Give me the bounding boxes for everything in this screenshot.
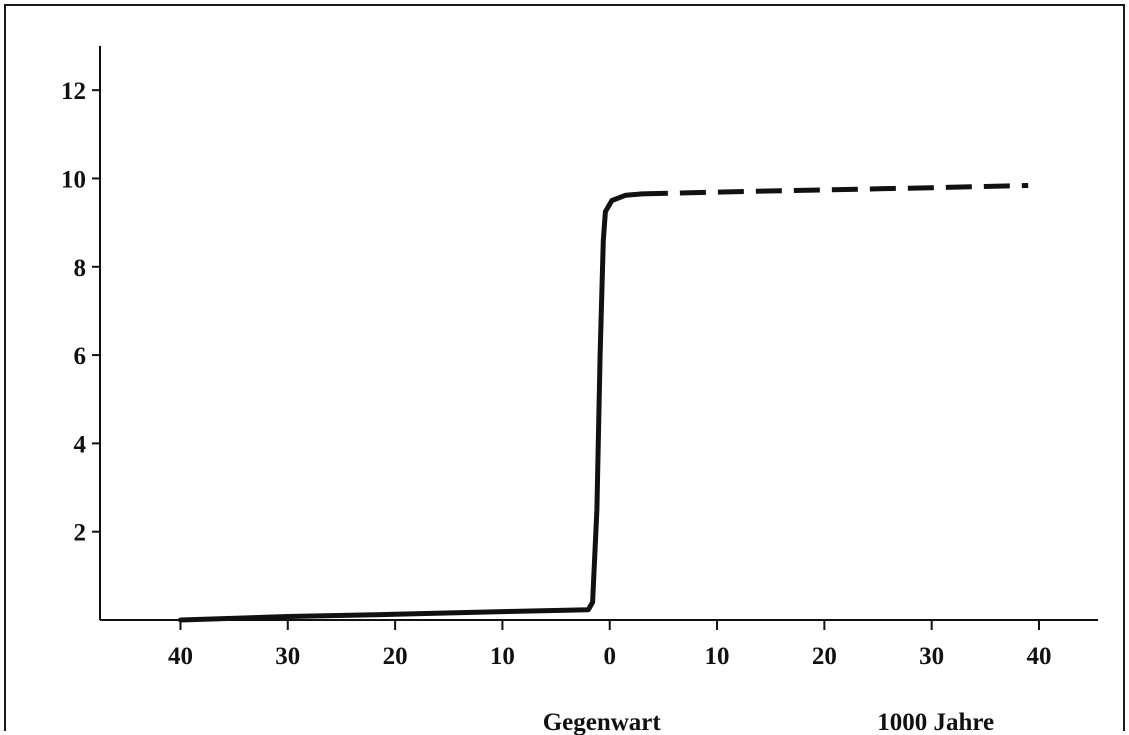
x-tick-label: 20 xyxy=(812,643,837,670)
x-tick-label: 10 xyxy=(705,643,730,670)
x-tick-label: 30 xyxy=(275,643,300,670)
x-tick-label: 30 xyxy=(919,643,944,670)
y-tick-label: 12 xyxy=(61,78,86,105)
series xyxy=(178,183,1029,623)
x-tick-label: 40 xyxy=(1026,643,1051,670)
y-ticks: 2 4 6 8 10 12 xyxy=(61,78,100,547)
x-caption-gegenwart: Gegenwart xyxy=(543,709,662,735)
series-line-solid xyxy=(178,191,645,623)
x-ticks: 40 30 20 10 0 10 20 30 40 xyxy=(168,620,1051,670)
y-tick-label: 10 xyxy=(61,166,86,193)
x-caption-unit: 1000 Jahre xyxy=(877,709,994,735)
x-tick-label: 10 xyxy=(490,643,515,670)
series-line-dashed xyxy=(641,183,1029,197)
y-tick-label: 2 xyxy=(74,520,87,547)
y-tick-label: 8 xyxy=(74,255,87,282)
x-tick-label: 20 xyxy=(383,643,408,670)
x-tick-label: 0 xyxy=(603,643,616,670)
chart-frame xyxy=(4,4,1125,731)
y-tick-label: 4 xyxy=(74,431,87,458)
x-tick-label: 40 xyxy=(168,643,193,670)
y-tick-label: 6 xyxy=(74,343,87,370)
